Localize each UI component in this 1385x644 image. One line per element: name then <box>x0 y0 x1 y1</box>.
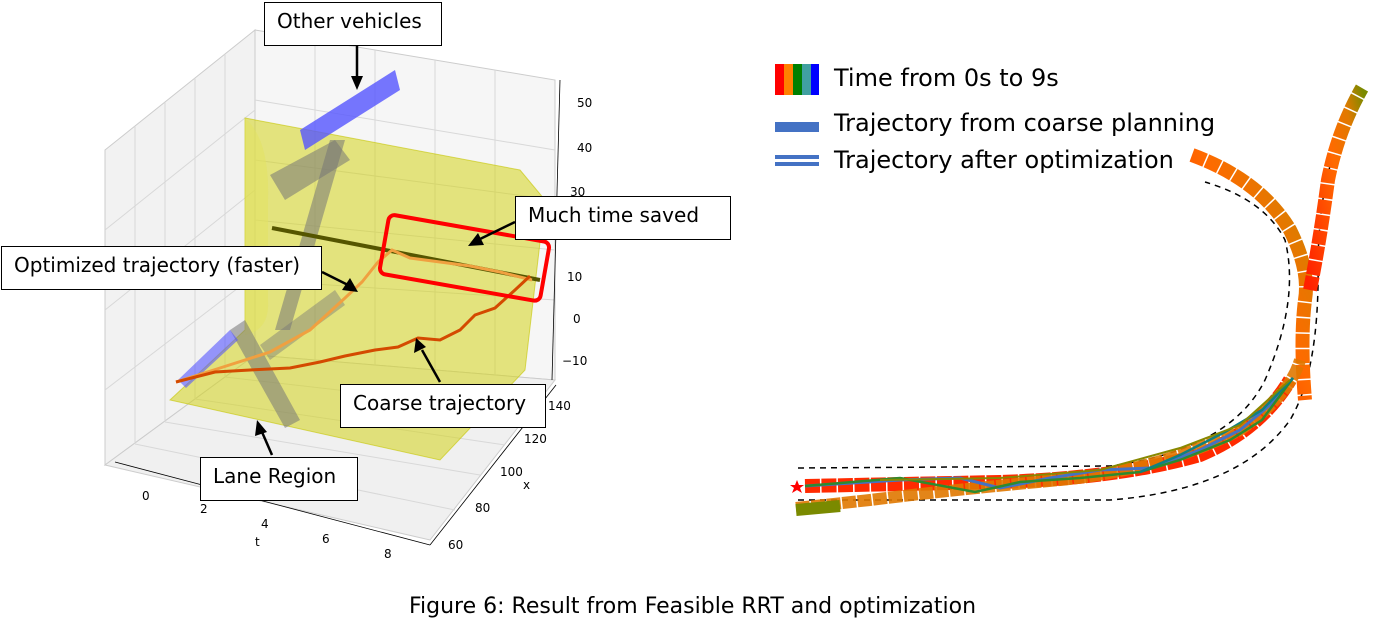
time-saved-highlight-box <box>377 213 552 303</box>
legend-coarse-swatch <box>775 122 819 132</box>
optimized-trajectory-line <box>175 248 533 384</box>
legend-optimized-label: Trajectory after optimization <box>834 146 1174 174</box>
callout-optimized-trajectory: Optimized trajectory (faster) <box>1 246 322 290</box>
callout-much-time-saved: Much time saved <box>515 196 731 240</box>
legend-coarse-label: Trajectory from coarse planning <box>834 109 1216 137</box>
legend-optimized-swatch <box>775 155 819 166</box>
x-tick: 140 <box>548 399 571 413</box>
x-tick: 120 <box>524 432 547 446</box>
z-tick: −10 <box>562 354 587 368</box>
z-tick: 30 <box>570 185 585 199</box>
x-tick: 60 <box>448 538 463 552</box>
lane-boundary-inner <box>797 181 1291 469</box>
vehicle-footprints-upper-curve <box>1189 148 1313 401</box>
callout-lane-region: Lane Region <box>200 457 358 501</box>
vehicle-footprints-right-branch <box>1303 84 1369 292</box>
figure-caption: Figure 6: Result from Feasible RRT and o… <box>408 594 977 619</box>
plot-top-view <box>775 64 1369 516</box>
t-tick: 2 <box>200 502 208 516</box>
t-axis: 0 2 4 6 8 t <box>114 461 431 561</box>
z-tick: 10 <box>567 270 582 284</box>
vehicle-band-gray-3 <box>230 320 300 428</box>
t-tick: 4 <box>261 517 269 531</box>
callout-arrows <box>255 46 516 456</box>
t-tick: 6 <box>322 532 330 546</box>
vehicle-band-blue-2 <box>178 330 238 388</box>
callout-coarse-trajectory: Coarse trajectory <box>340 384 546 428</box>
z-tick: 50 <box>577 96 592 110</box>
t-tick: 8 <box>384 547 392 561</box>
coarse-trajectory-line <box>175 274 532 384</box>
z-tick: 0 <box>573 312 581 326</box>
start-star-icon <box>790 480 804 493</box>
x-tick: 100 <box>500 465 523 479</box>
z-tick: 40 <box>577 141 592 155</box>
top-saved-trajectory <box>879 379 1291 481</box>
top-optimized-trajectory-teal <box>1139 377 1294 474</box>
top-optimized-trajectory <box>804 377 1295 494</box>
vehicle-footprints-lower-start <box>795 500 841 516</box>
legend-time-swatch <box>775 64 819 95</box>
callout-other-vehicles: Other vehicles <box>264 2 442 46</box>
legend-time-label: Time from 0s to 9s <box>834 64 1059 92</box>
x-tick: 80 <box>475 501 490 515</box>
x-axis-label: x <box>523 478 530 492</box>
lane-boundary-outer <box>798 139 1341 501</box>
vehicle-band-gray-4 <box>260 290 345 360</box>
t-tick: 0 <box>142 489 150 503</box>
vehicle-band-blue-1 <box>300 70 400 150</box>
t-axis-label: t <box>255 535 260 549</box>
